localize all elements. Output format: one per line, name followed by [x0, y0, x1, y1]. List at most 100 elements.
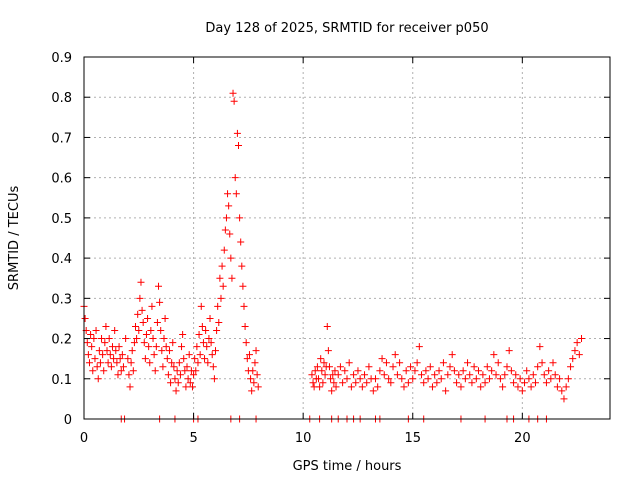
data-point	[83, 339, 91, 347]
data-point	[446, 363, 454, 371]
data-point	[208, 351, 216, 359]
data-point	[507, 367, 515, 375]
data-point	[510, 379, 518, 387]
data-point	[444, 371, 452, 379]
data-point	[119, 363, 127, 371]
data-point	[182, 383, 190, 391]
data-point	[254, 383, 262, 391]
data-point	[176, 371, 184, 379]
data-point	[158, 347, 166, 355]
data-point	[477, 383, 485, 391]
data-point	[567, 363, 575, 371]
data-point	[328, 387, 336, 395]
data-point	[198, 322, 206, 330]
data-point	[144, 314, 152, 322]
data-point	[96, 359, 104, 367]
data-point	[99, 351, 107, 359]
data-point	[490, 351, 498, 359]
data-point	[428, 383, 436, 391]
data-point	[479, 371, 487, 379]
data-point	[188, 383, 196, 391]
data-point	[578, 335, 586, 343]
data-point	[194, 359, 202, 367]
data-point	[398, 375, 406, 383]
data-point	[396, 359, 404, 367]
data-point	[135, 327, 143, 335]
data-point	[325, 363, 333, 371]
data-point	[165, 347, 173, 355]
data-point	[382, 359, 390, 367]
data-point	[127, 359, 135, 367]
data-point	[389, 363, 397, 371]
data-point	[183, 363, 191, 371]
data-point	[575, 351, 583, 359]
data-point	[128, 347, 136, 355]
y-tick-label: 0.8	[51, 91, 72, 106]
data-point	[345, 359, 353, 367]
data-point	[195, 331, 203, 339]
data-point	[358, 383, 366, 391]
data-point	[240, 302, 248, 310]
data-point	[205, 335, 213, 343]
data-point	[138, 306, 146, 314]
data-point	[316, 383, 324, 391]
data-point	[512, 371, 520, 379]
axis-ticks: 0 0.1 0.2 0.3 0.4 0.5 0.6 0.7 0.8 0.9 0 5 10 15 20	[51, 51, 610, 446]
data-point	[145, 343, 153, 351]
data-point	[308, 371, 316, 379]
data-point	[113, 359, 121, 367]
data-point	[90, 335, 98, 343]
data-point	[361, 371, 369, 379]
data-point	[170, 363, 178, 371]
data-point	[424, 375, 432, 383]
data-point	[147, 327, 155, 335]
data-point	[153, 318, 161, 326]
data-point	[422, 367, 430, 375]
data-point	[464, 359, 472, 367]
data-point	[161, 314, 169, 322]
data-point	[239, 282, 247, 290]
data-point	[237, 238, 245, 246]
data-point	[224, 190, 232, 198]
data-point	[81, 314, 89, 322]
data-point	[534, 363, 542, 371]
data-point	[106, 351, 114, 359]
data-point	[185, 351, 193, 359]
data-point	[169, 339, 177, 347]
data-point	[173, 367, 181, 375]
data-point	[115, 343, 123, 351]
data-point	[102, 322, 110, 330]
data-point	[514, 383, 522, 391]
data-point	[354, 367, 362, 375]
data-point	[341, 367, 349, 375]
data-point	[453, 379, 461, 387]
data-point	[94, 375, 102, 383]
data-point	[108, 343, 116, 351]
data-point	[466, 371, 474, 379]
data-point	[179, 331, 187, 339]
data-point	[236, 214, 244, 222]
data-point	[196, 351, 204, 359]
data-point	[461, 375, 469, 383]
data-point	[227, 254, 235, 262]
data-point	[385, 375, 393, 383]
data-point	[540, 371, 548, 379]
data-point	[253, 371, 261, 379]
data-point	[220, 246, 228, 254]
data-point	[193, 343, 201, 351]
data-point	[323, 322, 331, 330]
data-point	[186, 379, 194, 387]
data-point	[178, 343, 186, 351]
data-point	[562, 383, 570, 391]
data-point	[391, 351, 399, 359]
data-point	[431, 371, 439, 379]
data-point	[87, 331, 95, 339]
data-point	[172, 387, 180, 395]
data-point	[324, 347, 332, 355]
data-point	[148, 302, 156, 310]
data-point	[160, 335, 168, 343]
data-point	[545, 367, 553, 375]
data-point	[150, 351, 158, 359]
data-point	[415, 343, 423, 351]
data-point	[330, 379, 338, 387]
